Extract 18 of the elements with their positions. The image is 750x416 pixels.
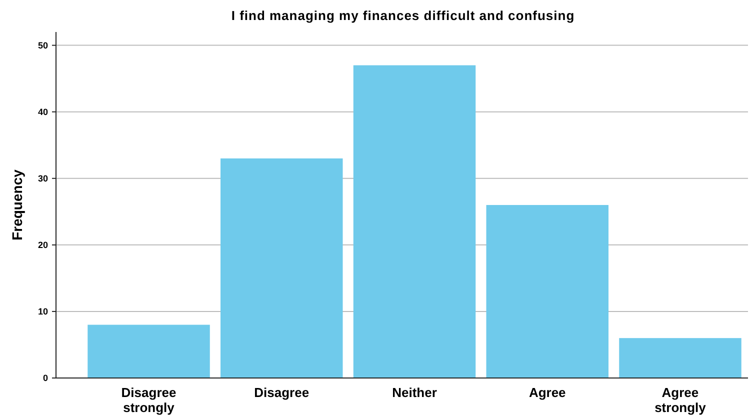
chart-title: I find managing my finances difficult and confusing [231, 8, 575, 23]
y-tick-label: 20 [38, 240, 48, 250]
x-tick-label: Agree strongly [654, 385, 707, 415]
y-axis-title: Frequency [9, 169, 25, 240]
x-tick-label: Disagree [254, 385, 310, 400]
y-tick-label: 40 [38, 106, 48, 117]
y-tick-label: 50 [38, 40, 48, 50]
x-tick-label: Neither [392, 385, 437, 400]
y-tick-label: 10 [38, 306, 48, 317]
x-tick-label: Disagree strongly [121, 385, 176, 415]
bar [220, 158, 343, 378]
bar [88, 324, 210, 378]
y-tick-label: 0 [42, 373, 48, 384]
y-tick-label: 30 [38, 174, 48, 184]
bar [486, 205, 608, 378]
x-tick-label: Agree [528, 385, 566, 400]
bar [353, 65, 476, 378]
bar [619, 338, 742, 378]
